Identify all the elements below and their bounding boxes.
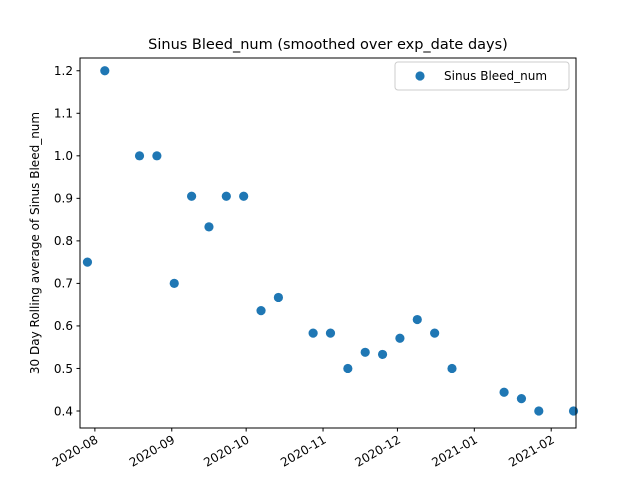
data-point	[187, 191, 197, 201]
y-tick-label: 0.6	[54, 319, 73, 333]
y-tick-label: 1.0	[54, 149, 73, 163]
x-tick-label: 2020-10	[201, 432, 251, 469]
y-tick-label: 0.8	[54, 234, 73, 248]
data-point	[273, 292, 283, 303]
y-tick-label: 0.7	[54, 277, 73, 291]
data-point	[516, 394, 527, 404]
data-point	[308, 328, 318, 338]
x-tick-label: 2021-02	[506, 432, 556, 469]
data-point	[100, 66, 110, 76]
y-tick-label: 0.4	[54, 404, 73, 418]
x-axis: 2020-08 2020-09 2020-10 2020-11 2020-12 2021-…	[50, 428, 557, 470]
legend-label: Sinus Bleed_num	[444, 69, 547, 83]
data-point	[377, 349, 388, 360]
axes-frame	[79, 57, 577, 429]
y-axis: 0.4 0.5 0.6 0.7 0.8 0.9 1.0 1.1 1.2	[54, 64, 80, 418]
legend-frame	[394, 61, 570, 91]
plot-area	[82, 66, 579, 416]
data-point	[412, 314, 422, 325]
data-point	[82, 257, 93, 267]
legend-marker	[415, 71, 425, 81]
y-tick-label: 0.9	[54, 192, 73, 206]
data-point	[568, 406, 579, 416]
x-tick-label: 2020-11	[278, 432, 328, 469]
data-point	[360, 347, 370, 357]
data-point	[256, 306, 266, 316]
data-point	[204, 222, 214, 232]
y-tick-label: 1.2	[54, 64, 73, 78]
data-point	[169, 278, 179, 288]
x-tick-label: 2021-01	[429, 432, 479, 469]
data-point	[134, 151, 145, 161]
data-point	[152, 151, 162, 161]
data-point	[343, 363, 353, 374]
chart-title: Sinus Bleed_num (smoothed over exp_date …	[148, 37, 508, 53]
y-tick-label: 1.1	[54, 107, 73, 121]
y-tick-label: 0.5	[54, 362, 73, 376]
y-axis-label: 30 Day Rolling average of Sinus Bleed_nu…	[28, 112, 42, 374]
data-point	[221, 191, 231, 201]
data-point	[534, 406, 544, 416]
x-tick-label: 2020-08	[50, 432, 100, 469]
data-point	[239, 191, 249, 201]
legend[interactable]: Sinus Bleed_num	[394, 61, 570, 91]
data-point	[447, 363, 457, 374]
data-point	[325, 328, 336, 338]
data-point	[395, 333, 405, 343]
x-tick-label: 2020-09	[127, 432, 177, 469]
data-point	[430, 328, 440, 338]
x-tick-label: 2020-12	[353, 432, 403, 469]
data-point	[499, 387, 509, 397]
